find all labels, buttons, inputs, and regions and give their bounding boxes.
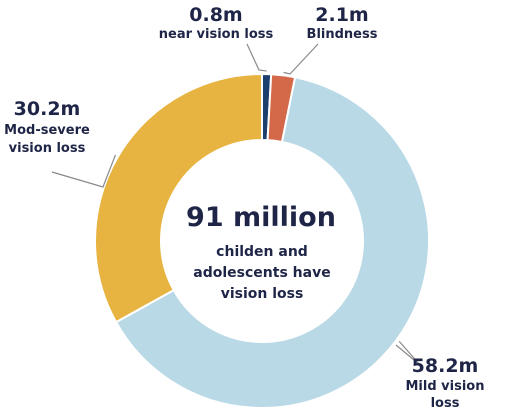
slice-mod-severe bbox=[94, 72, 263, 324]
leader-line-mod-severe bbox=[51, 154, 117, 188]
leader-line-mild bbox=[395, 340, 421, 366]
leader-lines bbox=[51, 43, 421, 366]
category-label-mild-line-1: Mild vision bbox=[406, 379, 485, 394]
donut-slices bbox=[94, 72, 430, 409]
category-label-blindness: Blindness bbox=[307, 27, 378, 42]
value-label-near-vision-loss: 0.8m bbox=[189, 4, 242, 26]
value-label-blindness: 2.1m bbox=[315, 4, 368, 26]
center-text-line-2: adolescents have bbox=[193, 265, 330, 281]
category-label-near-vision-loss: near vision loss bbox=[159, 27, 274, 42]
leader-line-blindness bbox=[283, 43, 319, 75]
leader-line-near-vision-loss bbox=[246, 43, 267, 72]
category-label-mod-severe-line-1: Mod-severe bbox=[4, 123, 90, 138]
category-label-mild-line-2: loss bbox=[431, 396, 460, 411]
slice-mild bbox=[114, 76, 430, 409]
value-label-mod-severe: 30.2m bbox=[14, 98, 81, 120]
value-label-mild: 58.2m bbox=[412, 355, 479, 377]
center-text-line-3: vision loss bbox=[221, 286, 304, 302]
category-label-mod-severe-line-2: vision loss bbox=[9, 141, 86, 156]
center-title: 91 million bbox=[186, 202, 336, 233]
center-text-line-1: childen and bbox=[216, 244, 308, 260]
